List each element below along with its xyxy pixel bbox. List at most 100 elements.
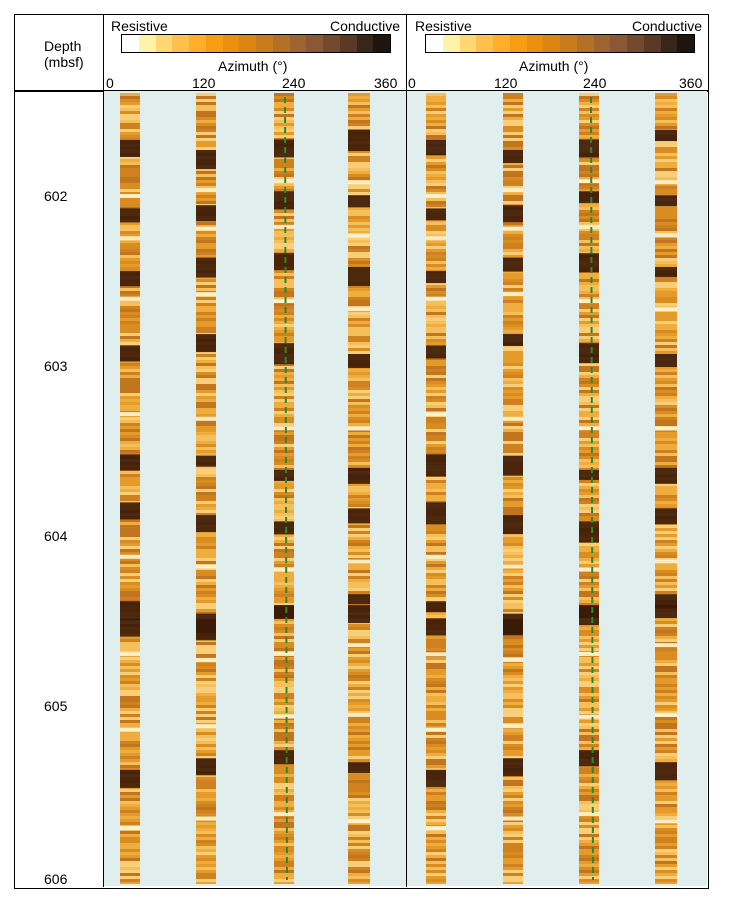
pad-texture-row [196, 744, 216, 747]
pad-texture-row [426, 534, 446, 537]
pad-texture-row [426, 117, 446, 120]
pad-texture-row [348, 837, 370, 840]
pad-texture-row [655, 93, 677, 96]
pad-texture-row [274, 450, 294, 453]
pad-texture-row [120, 156, 140, 159]
pad-texture-row [426, 591, 446, 594]
pad-texture-row [274, 696, 294, 699]
pad-texture-row [274, 828, 294, 831]
pad-texture-row [120, 264, 140, 267]
pad-texture-row [655, 582, 677, 585]
pad-texture-row [348, 693, 370, 696]
conductive-band [120, 769, 140, 788]
pad-texture-row [503, 744, 523, 747]
pad-texture-row [503, 582, 523, 585]
pad-texture-row [274, 561, 294, 564]
pad-texture-row [196, 303, 216, 306]
pad-texture-row [348, 303, 370, 306]
pad-texture-row [274, 741, 294, 744]
pad-texture-row [579, 573, 599, 576]
pad-texture-row [655, 183, 677, 186]
pad-texture-row [655, 723, 677, 726]
pad-texture-row [426, 363, 446, 366]
pad-texture-row [426, 861, 446, 864]
pad-texture-row [503, 495, 523, 498]
pad-texture-row [503, 129, 523, 132]
pad-texture-row [579, 765, 599, 768]
pad-texture-row [655, 303, 677, 306]
pad-texture-row [274, 309, 294, 312]
pad-texture-row [120, 807, 140, 810]
pad-texture-row [196, 678, 216, 681]
pad-texture-row [503, 570, 523, 573]
pad-texture-row [503, 546, 523, 549]
pad-texture-row [426, 372, 446, 375]
pad-texture-row [120, 717, 140, 720]
pad-texture-row [120, 324, 140, 327]
pad-texture-row [274, 795, 294, 798]
pad-texture-row [426, 309, 446, 312]
colorbar-swatch [660, 35, 678, 52]
pad-texture-row [120, 744, 140, 747]
pad-texture-row [579, 183, 599, 186]
pad-texture-row [274, 174, 294, 177]
pad-texture-row [348, 216, 370, 219]
pad-texture-row [579, 369, 599, 372]
pad-texture-row [120, 846, 140, 849]
pad-texture-row [503, 195, 523, 198]
pad-texture-row [655, 564, 677, 567]
pad-texture-row [120, 228, 140, 231]
pad-texture-row [348, 369, 370, 372]
pad-texture-row [120, 441, 140, 444]
pad-texture-row [426, 525, 446, 528]
pad-texture-row [348, 411, 370, 414]
pad-texture-row [655, 414, 677, 417]
pad-texture-row [655, 705, 677, 708]
pad-texture-row [503, 384, 523, 387]
conductive-band [503, 619, 523, 636]
pad-texture-row [579, 111, 599, 114]
pad-texture-row [655, 678, 677, 681]
pad-texture-row [196, 402, 216, 405]
pad-texture-row [196, 144, 216, 147]
pad-texture-row [196, 285, 216, 288]
pad-texture-row [655, 624, 677, 627]
pad-texture-row [503, 855, 523, 858]
pad-texture-row [274, 399, 294, 402]
pad-texture-row [426, 285, 446, 288]
pad-texture-row [120, 132, 140, 135]
pad-texture-row [426, 378, 446, 381]
pad-texture-row [274, 513, 294, 516]
pad-texture-row [196, 834, 216, 837]
pad-texture-row [579, 645, 599, 648]
resistive-band [579, 299, 599, 304]
conductive-band [274, 139, 294, 158]
pad-texture-row [120, 93, 140, 96]
pad-texture-row [348, 165, 370, 168]
pad-texture-row [655, 651, 677, 654]
pad-texture-row [348, 558, 370, 561]
pad-texture-row [196, 372, 216, 375]
pad-texture-row [426, 258, 446, 261]
pad-texture-row [348, 111, 370, 114]
pad-texture-row [503, 447, 523, 450]
pad-texture-row [655, 420, 677, 423]
pad-texture-row [274, 729, 294, 732]
pad-texture-row [655, 105, 677, 108]
pad-texture-row [274, 249, 294, 252]
pad-texture-row [274, 804, 294, 807]
pad-texture-row [579, 513, 599, 516]
pad-texture-row [655, 837, 677, 840]
pad-texture-row [120, 129, 140, 132]
pad-texture-row [426, 288, 446, 291]
pad-texture-row [503, 846, 523, 849]
pad-texture-row [503, 141, 523, 144]
panel-2-azimuth-label: Azimuth (°) [519, 58, 589, 74]
pad-texture-row [274, 807, 294, 810]
pad-texture-row [120, 819, 140, 822]
pad-texture-row [579, 246, 599, 249]
pad-texture-row [196, 315, 216, 318]
pad-texture-row [348, 456, 370, 459]
pad-texture-row [348, 537, 370, 540]
pad-texture-row [120, 756, 140, 759]
